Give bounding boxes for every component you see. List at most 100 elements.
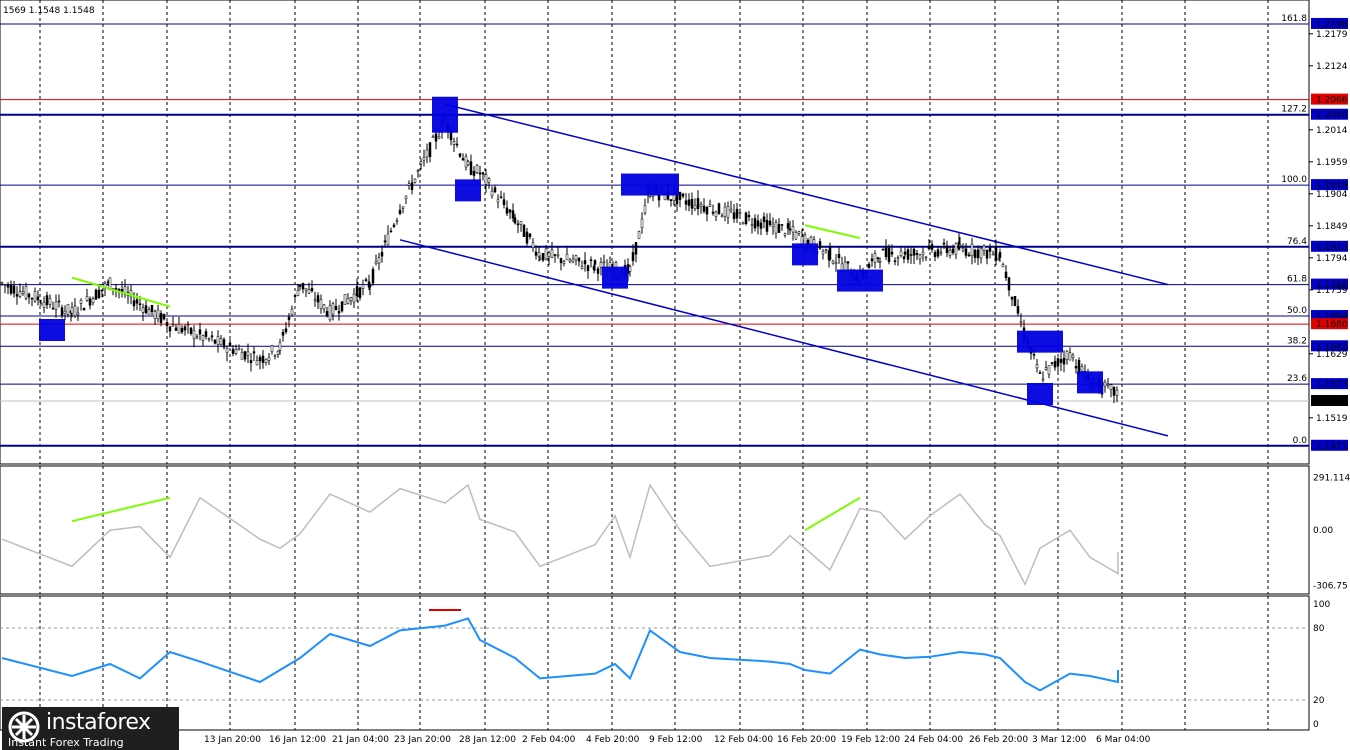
candle-body: [967, 254, 971, 257]
candle-body: [602, 261, 606, 264]
candle-body: [933, 252, 937, 257]
y-tick-label: 1.2124: [1316, 62, 1348, 72]
candle-body: [912, 248, 916, 256]
candle-body: [994, 246, 998, 261]
candle-body: [750, 224, 754, 226]
candle-body: [1016, 306, 1020, 314]
candle-body: [574, 255, 578, 261]
red-price-label: 1.1680: [1316, 320, 1348, 330]
candle-body: [765, 219, 769, 232]
candle-body: [395, 219, 399, 222]
candle-body: [343, 294, 347, 305]
candle-body: [991, 253, 995, 256]
candle-body: [979, 248, 983, 259]
y-tick-label: 1.1739: [1316, 286, 1348, 296]
divergence-line: [804, 224, 861, 240]
candle-body: [1115, 389, 1119, 396]
candle-body: [1106, 384, 1110, 386]
x-tick-label: 3 Mar 12:00: [1032, 735, 1087, 745]
candle-body: [818, 241, 822, 249]
candle-body: [304, 288, 308, 291]
candle-body: [352, 293, 356, 303]
candle-body: [70, 306, 74, 314]
fib-level-pct: 127.2: [1281, 105, 1307, 115]
candle-body: [377, 257, 381, 264]
candle-body: [328, 305, 332, 321]
candle-body: [559, 258, 563, 264]
candle-body: [455, 143, 459, 146]
header-ohlc-text: 1569 1.1548 1.1548: [3, 6, 95, 16]
candle-body: [493, 187, 497, 193]
candle-body: [156, 309, 160, 320]
candle-body: [1080, 366, 1084, 372]
signal-box: [792, 243, 818, 266]
oscillator-divergence-line: [71, 496, 171, 523]
candle-body: [783, 233, 787, 236]
x-tick-label: 28 Jan 12:00: [459, 735, 516, 745]
candle-body: [729, 208, 733, 212]
candle-body: [27, 293, 31, 298]
stochastic-series: 100 80 20 0: [0, 600, 1330, 730]
fib-level-pct: 61.8: [1287, 275, 1307, 285]
candle-body: [234, 349, 238, 354]
fib-price-tag: [1311, 179, 1348, 191]
candle-body: [1010, 296, 1014, 300]
candle-body: [249, 360, 253, 364]
candle-body: [419, 161, 423, 165]
candle-body: [349, 297, 353, 302]
candle-body: [973, 249, 977, 258]
candle-body: [678, 191, 682, 200]
fib-price-label: 1.1694: [1316, 312, 1348, 322]
candle-body: [777, 224, 781, 233]
fib-price-tag: [1311, 17, 1348, 29]
fib-price-tag: [1311, 240, 1348, 252]
candle-body: [988, 247, 992, 252]
candle-body: [413, 178, 417, 183]
x-tick-label: 24 Feb 04:00: [904, 735, 963, 745]
candle-body: [550, 249, 554, 258]
candle-body: [165, 322, 169, 327]
candle-body: [60, 307, 64, 316]
candle-body: [374, 261, 378, 264]
y-tick-label: 1.1904: [1316, 190, 1348, 200]
candle-body: [216, 336, 220, 345]
candle-body: [1035, 364, 1039, 369]
stochastic-panel: [0, 595, 1310, 731]
candle-body: [505, 207, 509, 214]
candle-body: [469, 161, 473, 175]
candle-body: [261, 355, 265, 363]
candle-body: [316, 295, 320, 303]
candle-body: [0, 282, 4, 284]
candle-body: [824, 249, 828, 251]
candle-body: [747, 215, 751, 218]
fib-level-pct: 161.8: [1281, 14, 1307, 24]
candle-body: [909, 254, 913, 256]
candle-body: [484, 174, 488, 185]
time-axis: 13 Jan 20:00 16 Jan 12:00 21 Jan 04:00 23 J…: [204, 735, 1151, 745]
x-tick-label: 23 Jan 20:00: [394, 735, 451, 745]
candle-body: [434, 133, 438, 142]
x-tick-label: 9 Feb 12:00: [649, 735, 703, 745]
candle-body: [753, 218, 757, 229]
candle-body: [228, 342, 232, 347]
candle-body: [407, 183, 411, 186]
candle-body: [846, 261, 850, 264]
candle-body: [496, 199, 500, 203]
candle-body: [180, 328, 184, 333]
candle-body: [100, 289, 104, 292]
candle-body: [296, 290, 300, 296]
candle-body: [21, 291, 25, 294]
candle-body: [57, 300, 61, 303]
candle-body: [738, 212, 742, 214]
candle-body: [97, 289, 101, 299]
candle-body: [930, 244, 934, 250]
candle-body: [490, 190, 494, 197]
candle-body: [837, 254, 841, 259]
candle-body: [1065, 351, 1069, 360]
fib-price-tag: [1311, 310, 1348, 322]
x-tick-label: 26 Feb 20:00: [969, 735, 1028, 745]
candle-body: [873, 253, 877, 263]
candle-body: [138, 303, 142, 306]
candle-body: [786, 223, 790, 229]
